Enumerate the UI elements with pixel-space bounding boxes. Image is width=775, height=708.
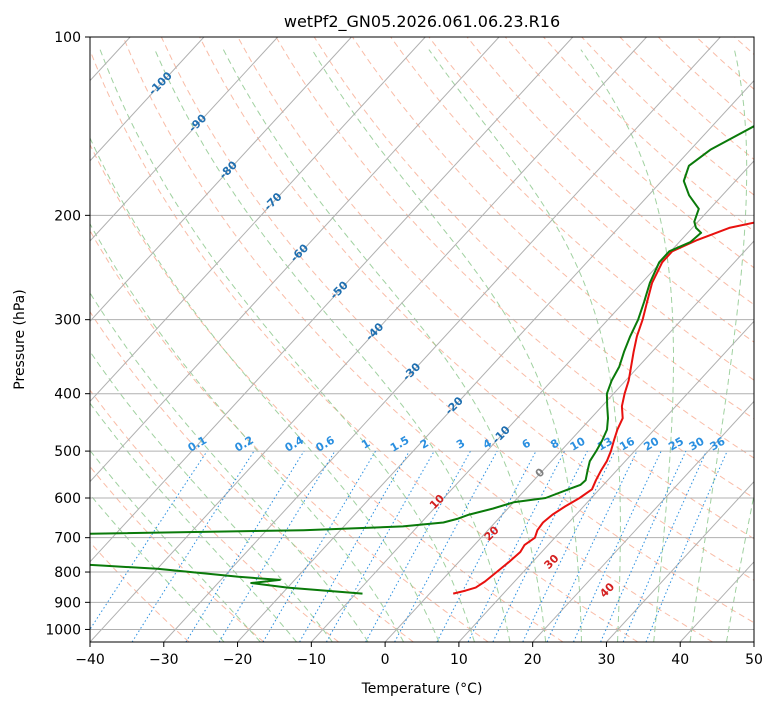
dry-adiabat xyxy=(428,37,754,343)
y-tick-label: 200 xyxy=(54,208,81,224)
x-tick-label: 50 xyxy=(745,652,763,668)
moist-adiabat xyxy=(222,49,547,642)
moist-adiabat xyxy=(689,49,748,642)
y-tick-label: 400 xyxy=(54,387,81,403)
y-axis-label: Pressure (hPa) xyxy=(12,289,28,389)
isotherm-line xyxy=(90,37,205,162)
background-lines xyxy=(0,37,754,642)
dry-adiabat xyxy=(90,465,265,642)
sounding-series xyxy=(90,125,754,595)
x-tick-label: −40 xyxy=(75,652,105,668)
dry-adiabat xyxy=(90,541,190,642)
y-tick-label: 100 xyxy=(54,30,81,46)
moist-adiabat xyxy=(580,49,674,642)
moist-adiabat xyxy=(90,291,369,642)
mixing-ratio-line xyxy=(645,450,728,642)
isotherm-line xyxy=(90,37,647,642)
x-tick-label: 30 xyxy=(598,652,616,668)
x-axis-label: Temperature (°C) xyxy=(361,681,483,697)
mixing-ratio-line xyxy=(365,450,471,642)
mixing-ratio-line xyxy=(218,450,336,642)
moist-adiabat xyxy=(154,49,511,642)
y-tick-label: 800 xyxy=(54,565,81,581)
isotherm-line xyxy=(532,400,754,642)
x-tick-label: −20 xyxy=(223,652,253,668)
dry-adiabat xyxy=(90,143,564,642)
dry-adiabat xyxy=(390,37,754,381)
dry-adiabat xyxy=(90,229,489,642)
mixing-ratio-line xyxy=(622,450,707,642)
isotherm-line xyxy=(90,37,500,483)
isotherm-line xyxy=(163,37,721,642)
y-tick-label: 500 xyxy=(54,444,81,460)
dry-adiabat xyxy=(160,37,754,624)
y-tick-label: 1000 xyxy=(45,622,81,638)
x-tick-label: −30 xyxy=(149,652,179,668)
isotherm-line xyxy=(310,160,754,642)
moist-adiabat xyxy=(90,402,297,642)
mixing-ratio-line xyxy=(467,450,566,642)
moist-adiabat xyxy=(99,49,475,642)
moist-adiabat xyxy=(90,350,333,642)
isotherm-line xyxy=(90,37,574,563)
x-tick-label: −10 xyxy=(297,652,327,668)
dewpoint-line xyxy=(90,125,754,595)
isotherm-line xyxy=(237,79,754,642)
mixing-ratio-line xyxy=(185,450,305,642)
isotherm-line xyxy=(753,641,754,642)
mixing-ratio-line xyxy=(90,450,208,631)
moist-adiabat xyxy=(90,136,440,642)
dry-adiabat xyxy=(275,37,754,499)
isotherm-line xyxy=(606,480,754,642)
dry-adiabat xyxy=(90,48,639,642)
mixing-ratio-line xyxy=(325,450,435,642)
y-tick-label: 900 xyxy=(54,595,81,611)
isotherm-line xyxy=(90,37,426,403)
temperature-line xyxy=(452,221,754,595)
y-tick-label: 600 xyxy=(54,491,81,507)
dry-adiabat xyxy=(199,37,754,581)
y-tick-label: 700 xyxy=(54,531,81,547)
y-axis: 100 200 300 400 500 600 700 800 900 1000 xyxy=(45,30,90,638)
mixing-ratio-line xyxy=(131,450,255,642)
isotherm-line xyxy=(458,320,754,642)
isotherm-line xyxy=(0,37,56,642)
x-tick-label: 40 xyxy=(671,652,689,668)
x-tick-label: 0 xyxy=(381,652,390,668)
dry-adiabat xyxy=(351,37,754,420)
mixing-ratio-line xyxy=(394,450,498,642)
x-tick-label: 20 xyxy=(524,652,542,668)
chart-title: wetPf2_GN05.2026.061.06.23.R16 xyxy=(284,12,560,32)
moist-adiabat xyxy=(726,493,754,642)
mixing-ratio-line xyxy=(492,450,588,642)
isotherm-line xyxy=(90,37,279,242)
plot-frame xyxy=(89,36,755,643)
dry-adiabat xyxy=(313,37,754,459)
mixing-ratio-line xyxy=(600,450,687,642)
isotherm-line xyxy=(384,240,754,642)
moist-adiabat xyxy=(90,222,405,642)
x-axis: −40 −30 −20 −10 0 10 20 30 40 50 xyxy=(75,642,763,668)
y-tick-label: 300 xyxy=(54,313,81,329)
isotherm-line xyxy=(90,37,352,322)
x-tick-label: 10 xyxy=(450,652,468,668)
moist-adiabat xyxy=(428,49,621,642)
